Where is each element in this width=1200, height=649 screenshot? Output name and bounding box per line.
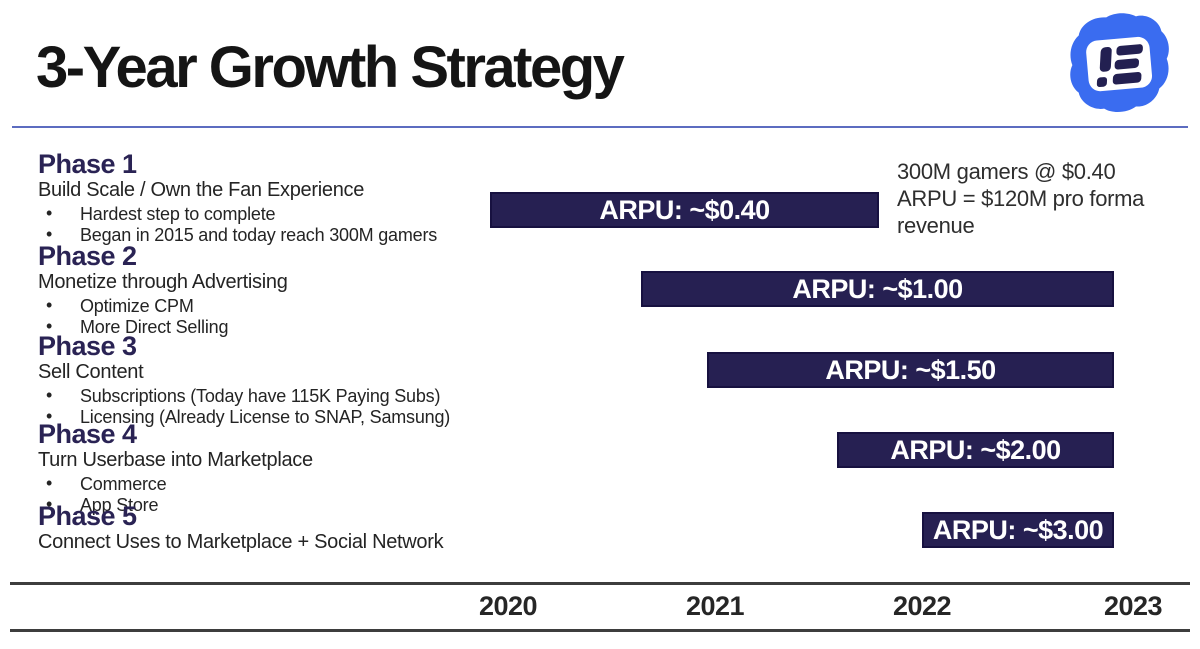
axis-tick-2022: 2022 xyxy=(892,591,952,621)
phase-subtitle: Build Scale / Own the Fan Experience xyxy=(38,179,365,201)
arpu-bar-phase2: ARPU: ~$1.00 xyxy=(641,271,1114,307)
phase-heading: Phase 5 xyxy=(38,501,137,531)
phase-block-5: Phase 5 Connect Uses to Marketplace + So… xyxy=(38,502,508,554)
enthusiast-gaming-logo xyxy=(1070,13,1169,112)
phase-bullet-list: Optimize CPM More Direct Selling xyxy=(38,295,508,337)
arpu-bar-phase5: ARPU: ~$3.00 xyxy=(922,512,1114,548)
phase-bullet: Licensing (Already License to SNAP, Sams… xyxy=(38,406,508,427)
phase-heading: Phase 4 xyxy=(38,419,137,449)
phase-bullet: More Direct Selling xyxy=(38,316,508,337)
phase-bullet-list: Commerce App Store xyxy=(38,473,508,515)
phase-block-2: Phase 2 Monetize through Advertising Opt… xyxy=(38,242,508,338)
annotation-line: ARPU = $120M pro forma xyxy=(897,186,1145,211)
phase-subtitle: Monetize through Advertising xyxy=(38,271,288,293)
pro-forma-annotation: 300M gamers @ $0.40 ARPU = $120M pro for… xyxy=(897,158,1187,239)
phase-bullet: Subscriptions (Today have 115K Paying Su… xyxy=(38,385,508,406)
phase-heading: Phase 1 xyxy=(38,149,137,179)
phase-heading: Phase 2 xyxy=(38,241,137,271)
axis-tick-2021: 2021 xyxy=(685,591,745,621)
phase-bullet-list: Subscriptions (Today have 115K Paying Su… xyxy=(38,385,508,427)
phase-block-1: Phase 1 Build Scale / Own the Fan Experi… xyxy=(38,150,508,246)
axis-line-bottom xyxy=(10,629,1190,632)
arpu-bar-phase1: ARPU: ~$0.40 xyxy=(490,192,879,228)
arpu-bar-phase4: ARPU: ~$2.00 xyxy=(837,432,1114,468)
phase-heading: Phase 3 xyxy=(38,331,137,361)
phase-bullet: Began in 2015 and today reach 300M gamer… xyxy=(38,224,508,245)
page-title: 3-Year Growth Strategy xyxy=(36,35,625,100)
phase-bullet: Optimize CPM xyxy=(38,295,508,316)
title-divider xyxy=(12,126,1188,128)
phase-bullet: Commerce xyxy=(38,473,508,494)
phase-subtitle: Sell Content xyxy=(38,361,144,383)
phase-bullet: Hardest step to complete xyxy=(38,203,508,224)
phase-bullet-list: Hardest step to complete Began in 2015 a… xyxy=(38,203,508,245)
arpu-bar-label: ARPU: ~$0.40 xyxy=(599,194,770,225)
arpu-bar-label: ARPU: ~$3.00 xyxy=(932,514,1104,545)
axis-tick-2023: 2023 xyxy=(1103,591,1163,621)
phase-block-4: Phase 4 Turn Userbase into Marketplace C… xyxy=(38,420,508,516)
arpu-bar-label: ARPU: ~$1.00 xyxy=(792,273,963,304)
arpu-bar-label: ARPU: ~$2.00 xyxy=(890,434,1061,465)
phase-bullet: App Store xyxy=(38,494,508,515)
axis-tick-2020: 2020 xyxy=(478,591,538,621)
arpu-bar-label: ARPU: ~$1.50 xyxy=(825,354,996,385)
phase-subtitle: Connect Uses to Marketplace + Social Net… xyxy=(38,531,444,553)
phase-block-3: Phase 3 Sell Content Subscriptions (Toda… xyxy=(38,332,508,428)
annotation-line: 300M gamers @ $0.40 xyxy=(897,159,1116,184)
phase-subtitle: Turn Userbase into Marketplace xyxy=(38,449,313,471)
annotation-line: revenue xyxy=(897,213,975,238)
logo-mark xyxy=(1096,44,1143,88)
axis-line-top xyxy=(10,582,1190,585)
arpu-bar-phase3: ARPU: ~$1.50 xyxy=(707,352,1114,388)
